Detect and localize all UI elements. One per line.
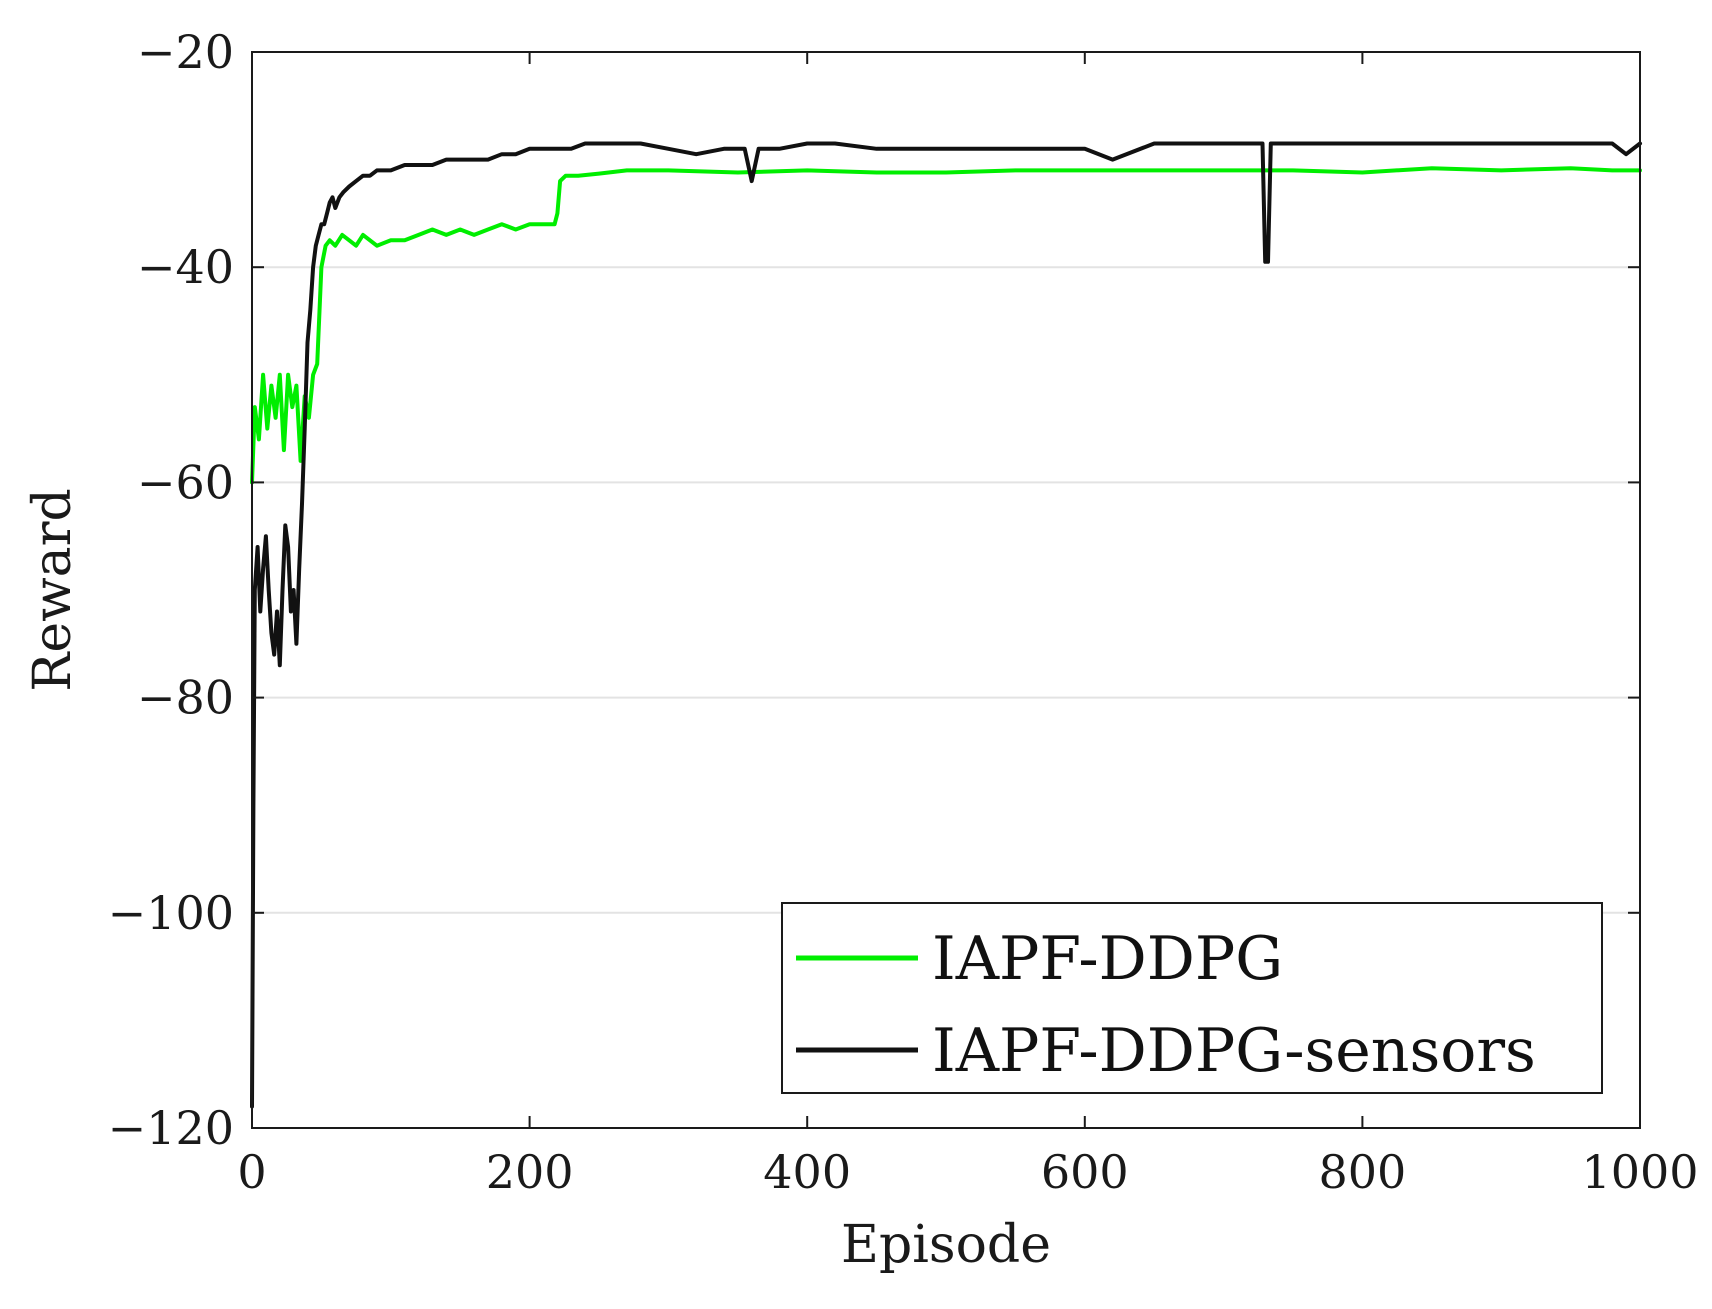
x-tick-label: 800 [1318,1145,1406,1199]
x-tick-label: 0 [237,1145,266,1199]
x-tick-label: 600 [1041,1145,1129,1199]
x-tick-label: 200 [486,1145,574,1199]
y-tick-label: −100 [108,886,234,940]
y-axis-label: Reward [23,488,83,692]
x-tick-label: 1000 [1581,1145,1698,1199]
y-tick-label: −120 [108,1101,234,1155]
gridlines [252,266,1640,914]
y-tick-label: −40 [137,240,234,294]
series-lines [250,141,1642,1109]
legend-label-iapf-ddpg: IAPF-DDPG [932,924,1283,994]
axis-ticks: 0 200 400 600 800 1000 −120 −100 −80 −60 −40 −20 [108,25,1699,1199]
x-axis-label: Episode [841,1215,1051,1275]
legend-label-iapf-ddpg-sensors: IAPF-DDPG-sensors [932,1016,1536,1086]
y-tick-label: −80 [137,671,234,725]
series-line-1 [250,141,1642,1109]
y-tick-label: −60 [137,455,234,509]
series-line-0 [250,166,1642,485]
plot-area-frame [251,51,1641,1129]
legend: IAPF-DDPG IAPF-DDPG-sensors [781,902,1603,1094]
x-tick-label: 400 [763,1145,851,1199]
y-tick-label: −20 [137,25,234,79]
legend-box [781,902,1603,1094]
